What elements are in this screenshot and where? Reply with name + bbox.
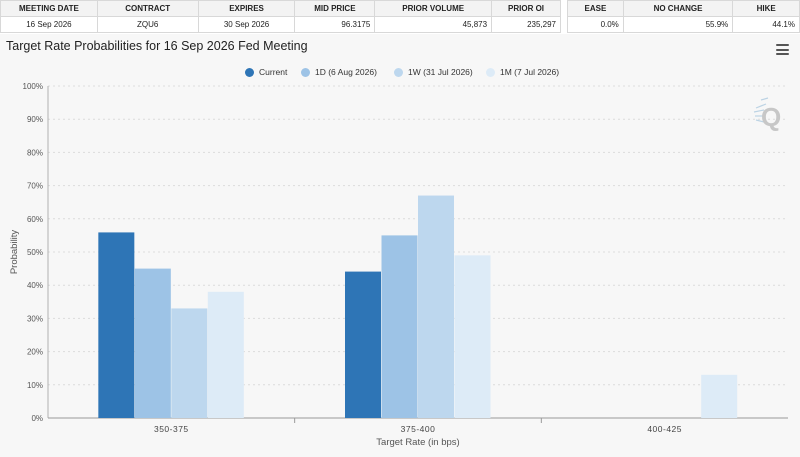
col-header-no-change: NO CHANGE xyxy=(622,0,734,17)
cell-prior-volume: 45,873 xyxy=(374,16,493,33)
bar-350-375-s3 xyxy=(207,291,244,418)
chart-plot: 0% 10% 20% 30% 40% 50% 60% 70% 80% 90% 100% 350-375… xyxy=(9,82,788,448)
col-header-hike: HIKE xyxy=(732,0,800,17)
bar-375-400-s2 xyxy=(418,195,454,418)
y-tick-label: 30% xyxy=(27,314,43,323)
cell-no-change: 55.9% xyxy=(622,16,734,33)
legend-label: Current xyxy=(259,67,288,77)
y-tick-label: 70% xyxy=(27,182,43,191)
y-tick-label: 60% xyxy=(27,215,43,224)
svg-text:Q: Q xyxy=(761,102,781,132)
y-tick-label: 80% xyxy=(27,148,43,157)
cell-expires: 30 Sep 2026 xyxy=(197,16,296,33)
bar-375-400-s0 xyxy=(345,271,381,418)
legend-swatch xyxy=(301,67,310,77)
y-tick-label: 40% xyxy=(27,281,43,290)
cell-meeting-date: 16 Sep 2026 xyxy=(0,16,98,33)
legend-label: 1W (31 Jul 2026) xyxy=(408,67,473,77)
legend-item-1[interactable]: 1D (6 Aug 2026) xyxy=(301,65,377,79)
cell-mid-price: 96.3175 xyxy=(294,16,376,33)
y-tick-label: 90% xyxy=(27,115,43,124)
meeting-info-table: MEETING DATE CONTRACT EXPIRES MID PRICE … xyxy=(0,0,561,33)
col-header-expires: EXPIRES xyxy=(197,0,296,17)
legend-swatch xyxy=(394,67,403,77)
legend-label: 1M (7 Jul 2026) xyxy=(500,67,560,77)
x-tick-label: 400-425 xyxy=(647,424,682,434)
chart-legend: Current 1D (6 Aug 2026) 1W (31 Jul 2026) 1M… xyxy=(0,65,800,79)
cell-contract: ZQU6 xyxy=(96,16,199,33)
col-header-prior-volume: PRIOR VOLUME xyxy=(374,0,493,17)
col-header-meeting-date: MEETING DATE xyxy=(0,0,98,17)
legend-item-2[interactable]: 1W (31 Jul 2026) xyxy=(394,65,473,79)
bar-375-400-s3 xyxy=(454,255,491,418)
header-tables: MEETING DATE CONTRACT EXPIRES MID PRICE … xyxy=(0,0,800,34)
y-tick-label: 10% xyxy=(27,381,43,390)
y-tick-label: 50% xyxy=(27,248,43,257)
bar-350-375-s1 xyxy=(134,268,171,418)
col-header-ease: EASE xyxy=(567,0,624,17)
table-row: 0.0% 55.9% 44.1% xyxy=(567,16,800,33)
chart-title: Target Rate Probabilities for 16 Sep 202… xyxy=(6,39,308,53)
x-tick-label: 350-375 xyxy=(154,424,189,434)
legend-item-3[interactable]: 1M (7 Jul 2026) xyxy=(486,65,559,79)
cell-hike: 44.1% xyxy=(732,16,800,33)
chart-panel: Target Rate Probabilities for 16 Sep 202… xyxy=(0,34,800,457)
col-header-mid-price: MID PRICE xyxy=(294,0,376,17)
y-axis-title: Probability xyxy=(9,230,20,275)
cell-prior-oi: 235,297 xyxy=(491,16,561,33)
table-row: 16 Sep 2026 ZQU6 30 Sep 2026 96.3175 45,… xyxy=(0,16,561,33)
bar-350-375-s0 xyxy=(98,232,135,418)
legend-item-0[interactable]: Current xyxy=(245,65,287,79)
x-axis-title: Target Rate (in bps) xyxy=(376,437,459,448)
y-tick-label: 100% xyxy=(23,82,43,91)
hamburger-menu-icon[interactable] xyxy=(776,44,789,55)
legend-label: 1D (6 Aug 2026) xyxy=(315,67,377,77)
probability-summary-table: EASE NO CHANGE HIKE 0.0% 55.9% 44.1% xyxy=(567,0,800,33)
legend-swatch xyxy=(486,67,495,77)
bar-350-375-s2 xyxy=(171,308,208,418)
y-tick-label: 20% xyxy=(27,348,43,357)
bar-400-425-s3 xyxy=(701,374,738,418)
x-tick-label: 375-400 xyxy=(401,424,436,434)
bar-375-400-s1 xyxy=(381,235,418,418)
col-header-contract: CONTRACT xyxy=(96,0,199,17)
quikstrike-logo-icon: Q xyxy=(753,97,781,132)
cell-ease: 0.0% xyxy=(567,16,624,33)
y-tick-label: 0% xyxy=(31,414,43,423)
col-header-prior-oi: PRIOR OI xyxy=(491,0,561,17)
legend-swatch xyxy=(245,67,254,77)
